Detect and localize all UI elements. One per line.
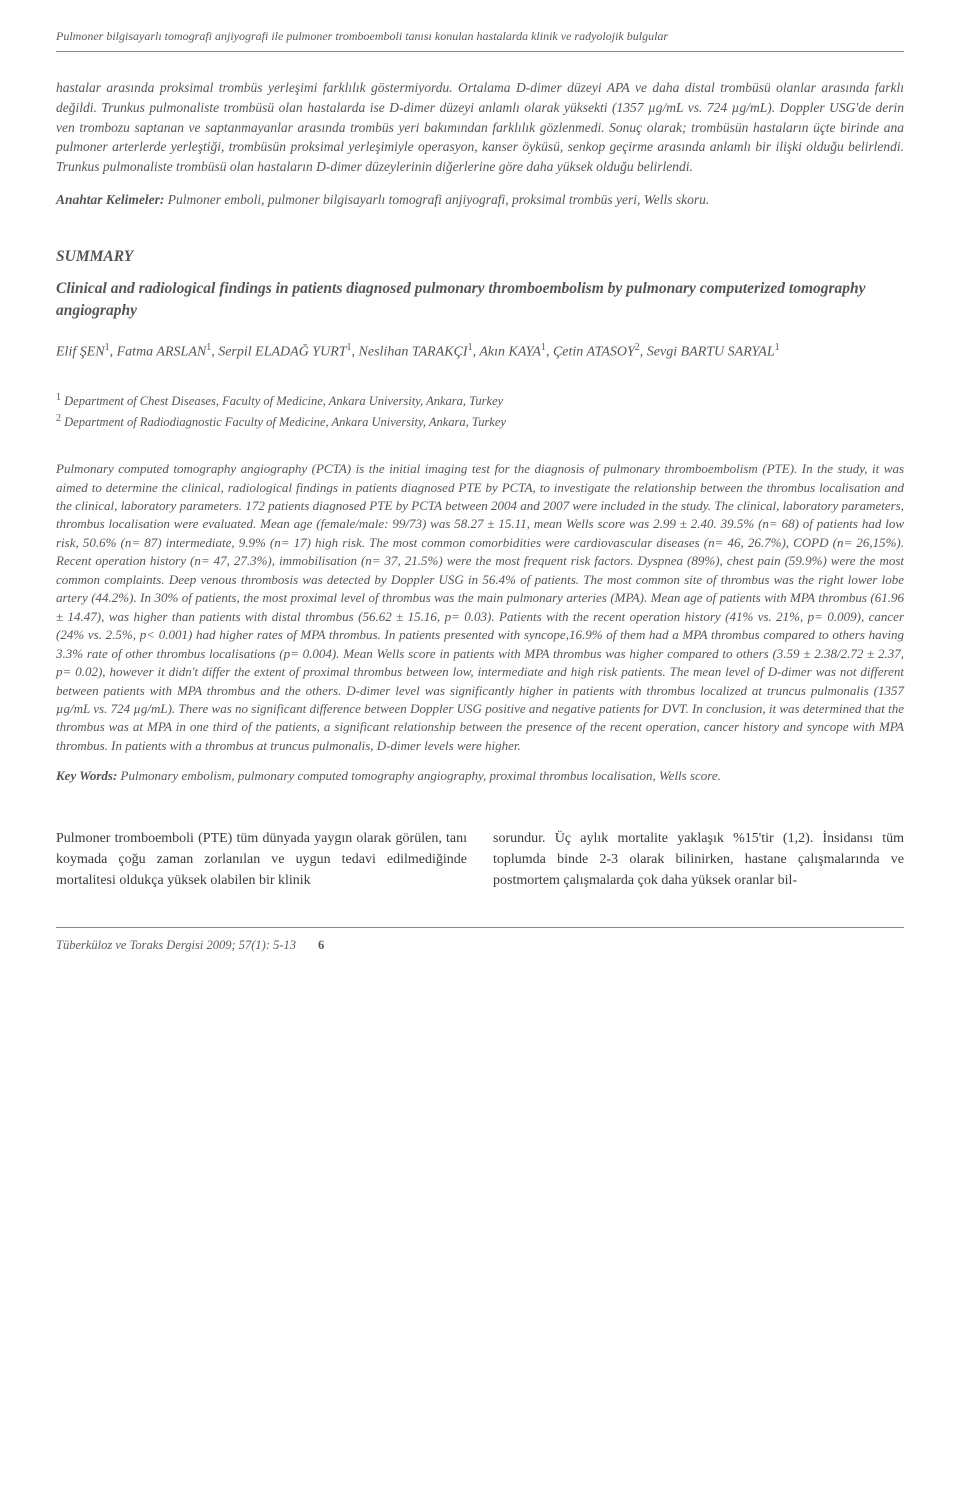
body-column-right: sorundur. Üç aylık mortalite yaklaşık %1… [493,828,904,891]
header-rule [56,51,904,52]
body-text-columns: Pulmoner tromboemboli (PTE) tüm dünyada … [56,828,904,891]
keywords-en-text: Pulmonary embolism, pulmonary computed t… [121,768,721,783]
keywords-english: Key Words: Pulmonary embolism, pulmonary… [56,767,904,786]
journal-citation: Tüberküloz ve Toraks Dergisi 2009; 57(1)… [56,936,296,954]
affiliation-line: 2 Department of Radiodiagnostic Faculty … [56,411,904,432]
page-footer: Tüberküloz ve Toraks Dergisi 2009; 57(1)… [56,936,904,954]
body-column-left: Pulmoner tromboemboli (PTE) tüm dünyada … [56,828,467,891]
summary-title: Clinical and radiological findings in pa… [56,278,904,321]
footer-rule [56,927,904,928]
keywords-tr-text: Pulmoner emboli, pulmoner bilgisayarlı t… [168,192,709,207]
keywords-en-label: Key Words: [56,768,117,783]
keywords-turkish: Anahtar Kelimeler: Pulmoner emboli, pulm… [56,190,904,210]
authors-line: Elif ŞEN1, Fatma ARSLAN1, Serpil ELADAĞ … [56,340,904,363]
keywords-tr-label: Anahtar Kelimeler: [56,192,164,207]
page-number: 6 [318,936,324,954]
affiliations: 1 Department of Chest Diseases, Faculty … [56,390,904,432]
abstract-turkish: hastalar arasında proksimal trombüs yerl… [56,78,904,176]
abstract-english: Pulmonary computed tomography angiograph… [56,460,904,755]
affiliation-line: 1 Department of Chest Diseases, Faculty … [56,390,904,411]
running-header: Pulmoner bilgisayarlı tomografi anjiyogr… [56,28,904,45]
summary-heading: SUMMARY [56,246,904,268]
